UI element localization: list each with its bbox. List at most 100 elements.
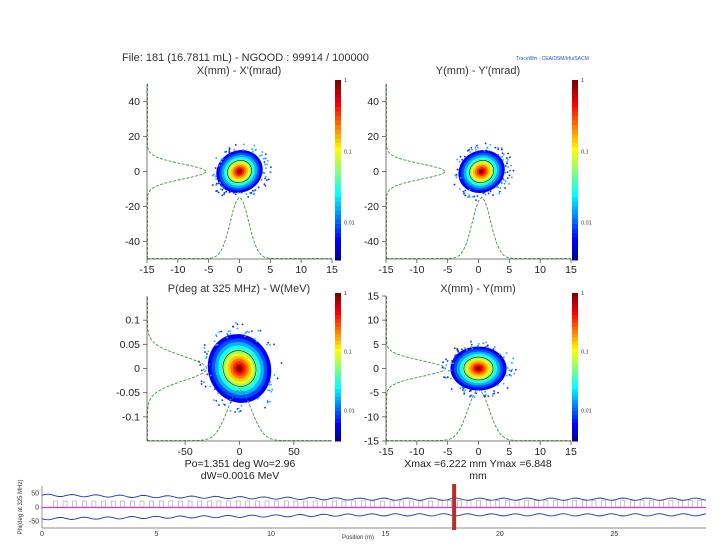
beam-halo-particle	[204, 385, 207, 388]
colorbar-segment	[572, 129, 578, 135]
colorbar-segment	[335, 429, 341, 435]
beam-halo-particle	[470, 394, 473, 396]
colorbar-segment	[572, 378, 578, 383]
colorbar-segment	[335, 224, 341, 229]
beam-halo-particle	[249, 191, 252, 195]
lattice-element	[620, 500, 626, 508]
x-profile-curve	[386, 389, 571, 441]
lattice-element	[351, 500, 356, 508]
colorbar-segment	[335, 246, 341, 252]
beam-halo-particle	[229, 399, 232, 402]
beam-halo-particle	[461, 348, 463, 351]
beam-halo-particle	[470, 389, 472, 392]
x-tick-label: 5	[506, 446, 512, 458]
beam-halo-particle	[269, 380, 272, 383]
colorbar-segment	[335, 293, 341, 298]
beam-halo-particle	[215, 335, 218, 338]
lattice-element	[610, 500, 616, 508]
beam-halo-particle	[248, 331, 251, 334]
beam-halo-particle	[223, 403, 226, 406]
colorbar-segment	[572, 152, 578, 157]
env-x-tick-label: 10	[267, 531, 275, 538]
colorbar-segment	[335, 392, 341, 398]
colorbar-segment	[335, 143, 341, 148]
lattice-element	[197, 500, 202, 508]
beam-halo-particle	[463, 155, 466, 158]
beam-halo-particle	[461, 158, 464, 161]
lattice-element	[428, 500, 433, 508]
colorbar-tick-label: 1	[581, 291, 584, 297]
beam-halo-particle	[493, 392, 495, 395]
colorbar-segment	[572, 341, 578, 346]
beam-halo-particle	[231, 325, 234, 328]
y-tick-label: 5	[373, 339, 379, 351]
colorbar-segment	[572, 165, 578, 171]
beam-halo-particle	[260, 154, 263, 157]
colorbar-segment	[335, 341, 341, 346]
beam-halo-particle	[476, 146, 479, 149]
colorbar-segment	[572, 143, 578, 148]
beam-halo-particle	[513, 372, 516, 375]
beam-density-contour	[476, 366, 481, 371]
lattice-element	[293, 500, 299, 508]
beam-halo-particle	[510, 374, 512, 377]
colorbar-segment	[335, 396, 341, 401]
beam-halo-particle	[470, 343, 473, 346]
beam-halo-particle	[243, 334, 246, 337]
beam-halo-particle	[203, 346, 206, 350]
colorbar-segment	[335, 84, 341, 90]
beam-halo-particle	[270, 390, 273, 393]
beam-halo-particle	[474, 148, 477, 151]
beam-halo-particle	[254, 148, 258, 151]
colorbar-segment	[572, 192, 578, 198]
colorbar-segment	[572, 233, 578, 238]
panel-3-title: P(deg at 325 MHz) - W(MeV)	[167, 283, 311, 295]
lattice-element	[62, 500, 68, 508]
colorbar-segment	[335, 385, 341, 390]
colorbar-segment	[335, 228, 341, 234]
colorbar-segment	[572, 138, 578, 144]
colorbar-tick-label: 0.1	[344, 149, 352, 155]
lattice-element	[370, 500, 376, 508]
colorbar-segment	[572, 355, 578, 361]
colorbar-segment	[572, 246, 578, 252]
colorbar-tick-label: 0.1	[581, 149, 589, 155]
colorbar-segment	[335, 344, 341, 349]
beam-halo-particle	[496, 146, 499, 149]
colorbar-segment	[572, 161, 578, 166]
beam-halo-particle	[206, 373, 209, 376]
beam-halo-particle	[257, 329, 260, 332]
beam-halo-particle	[466, 349, 468, 351]
beam-halo-particle	[484, 346, 487, 348]
lattice-element	[255, 500, 260, 508]
lattice-element	[591, 500, 597, 508]
colorbar-segment	[572, 228, 578, 234]
beam-halo-particle	[512, 169, 515, 172]
beam-halo-particle	[456, 348, 458, 350]
lattice-element	[178, 500, 183, 508]
xy-stats-line-2: mm	[469, 470, 487, 482]
beam-halo-particle	[505, 156, 508, 160]
beam-halo-particle	[261, 150, 264, 154]
beam-halo-particle	[505, 374, 508, 377]
colorbar-segment	[335, 426, 341, 431]
colorbar-segment	[335, 183, 341, 189]
beam-halo-particle	[461, 386, 464, 389]
beam-halo-particle	[236, 327, 239, 330]
beam-halo-particle	[219, 160, 222, 164]
colorbar-segment	[335, 170, 341, 175]
colorbar-segment	[572, 307, 578, 312]
beam-halo-particle	[477, 344, 479, 347]
beam-halo-particle	[507, 152, 510, 155]
beam-halo-particle	[276, 377, 279, 380]
beam-halo-particle	[492, 348, 495, 350]
y-tick-label: 0	[373, 363, 379, 375]
x-profile-curve	[147, 389, 332, 441]
colorbar-segment	[572, 174, 578, 180]
x-tick-label: 10	[295, 264, 307, 276]
env-y-label: Phi(deg at 325 MHz)	[18, 479, 24, 534]
lattice-element	[582, 500, 587, 508]
beam-halo-particle	[260, 178, 263, 181]
beam-halo-particle	[496, 185, 499, 188]
